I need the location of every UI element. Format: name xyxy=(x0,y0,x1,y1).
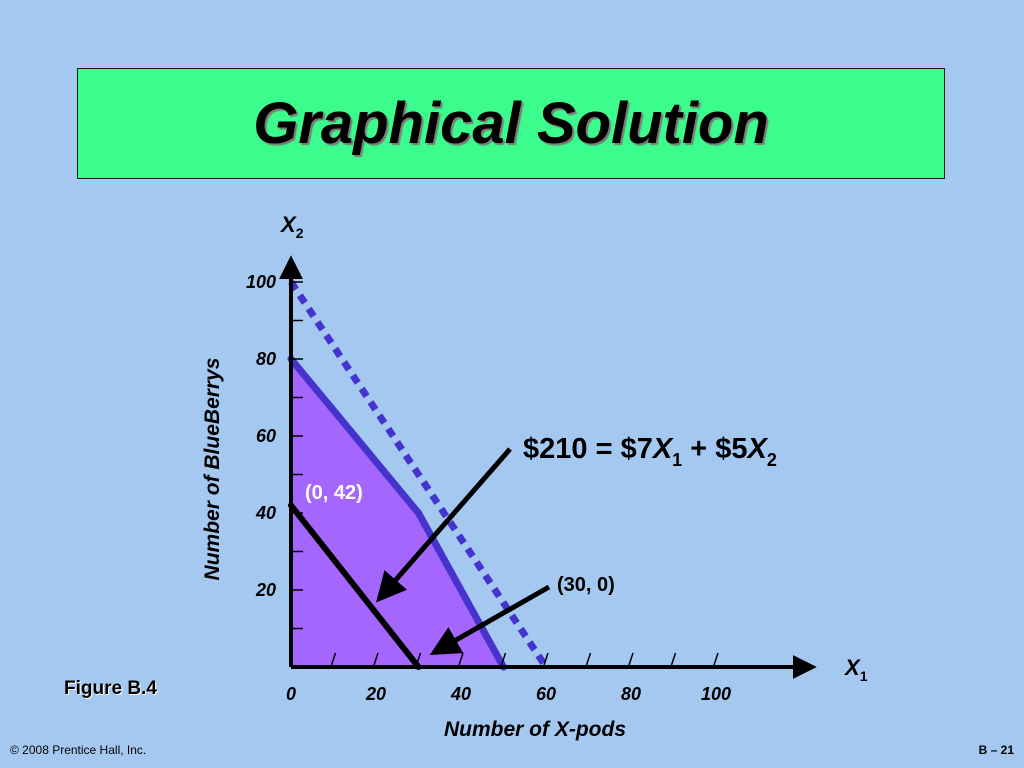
x-tick-label: 0 xyxy=(286,684,296,704)
equation-arrow xyxy=(376,447,512,603)
x-tick-mark xyxy=(543,652,549,666)
x-tick-label: 20 xyxy=(365,684,386,704)
title-box: Graphical Solution xyxy=(77,68,945,179)
annotation-30-0: (30, 0) xyxy=(557,574,615,596)
annotation-0-42: (0, 42) xyxy=(305,482,363,504)
x-tick-label: 100 xyxy=(701,684,731,704)
x-tick-mark xyxy=(500,652,507,666)
dotted-line xyxy=(288,280,549,669)
x-axis-symbol: X1 xyxy=(843,655,868,684)
x-tick-mark xyxy=(670,652,677,666)
x-tick-mark xyxy=(628,652,634,666)
y-tick-label: 60 xyxy=(256,426,276,446)
y-axis-label: Number of BlueBerrys xyxy=(201,358,224,581)
feasible-region xyxy=(291,359,504,667)
slide-title: Graphical Solution xyxy=(253,91,769,156)
x-tick-mark xyxy=(585,652,592,666)
y-tick-label: 100 xyxy=(246,272,276,292)
y-tick-label: 40 xyxy=(255,503,276,523)
y-tick-label: 80 xyxy=(256,349,276,369)
y-axis-symbol: X2 xyxy=(279,212,304,241)
isoprofit-line xyxy=(288,502,422,670)
x-tick-mark xyxy=(330,652,337,666)
y-tick-label: 20 xyxy=(255,580,276,600)
x-tick-label: 60 xyxy=(536,684,556,704)
x-tick-label: 80 xyxy=(621,684,641,704)
x-tick-mark xyxy=(458,652,464,666)
copyright: © 2008 Prentice Hall, Inc. xyxy=(10,743,147,757)
x-tick-mark xyxy=(373,652,379,666)
x-tick-mark xyxy=(415,652,422,666)
x-tick-mark xyxy=(713,652,719,666)
x-tick-label: 40 xyxy=(450,684,471,704)
isoprofit-equation: $210 = $7X1 + $5X2 xyxy=(523,433,777,470)
point-arrow xyxy=(429,584,551,655)
x-axis-label: Number of X-pods xyxy=(444,718,626,741)
page-number: B – 21 xyxy=(978,743,1014,757)
figure-label: Figure B.4 xyxy=(64,678,157,699)
constraint-line-1 xyxy=(287,355,422,517)
